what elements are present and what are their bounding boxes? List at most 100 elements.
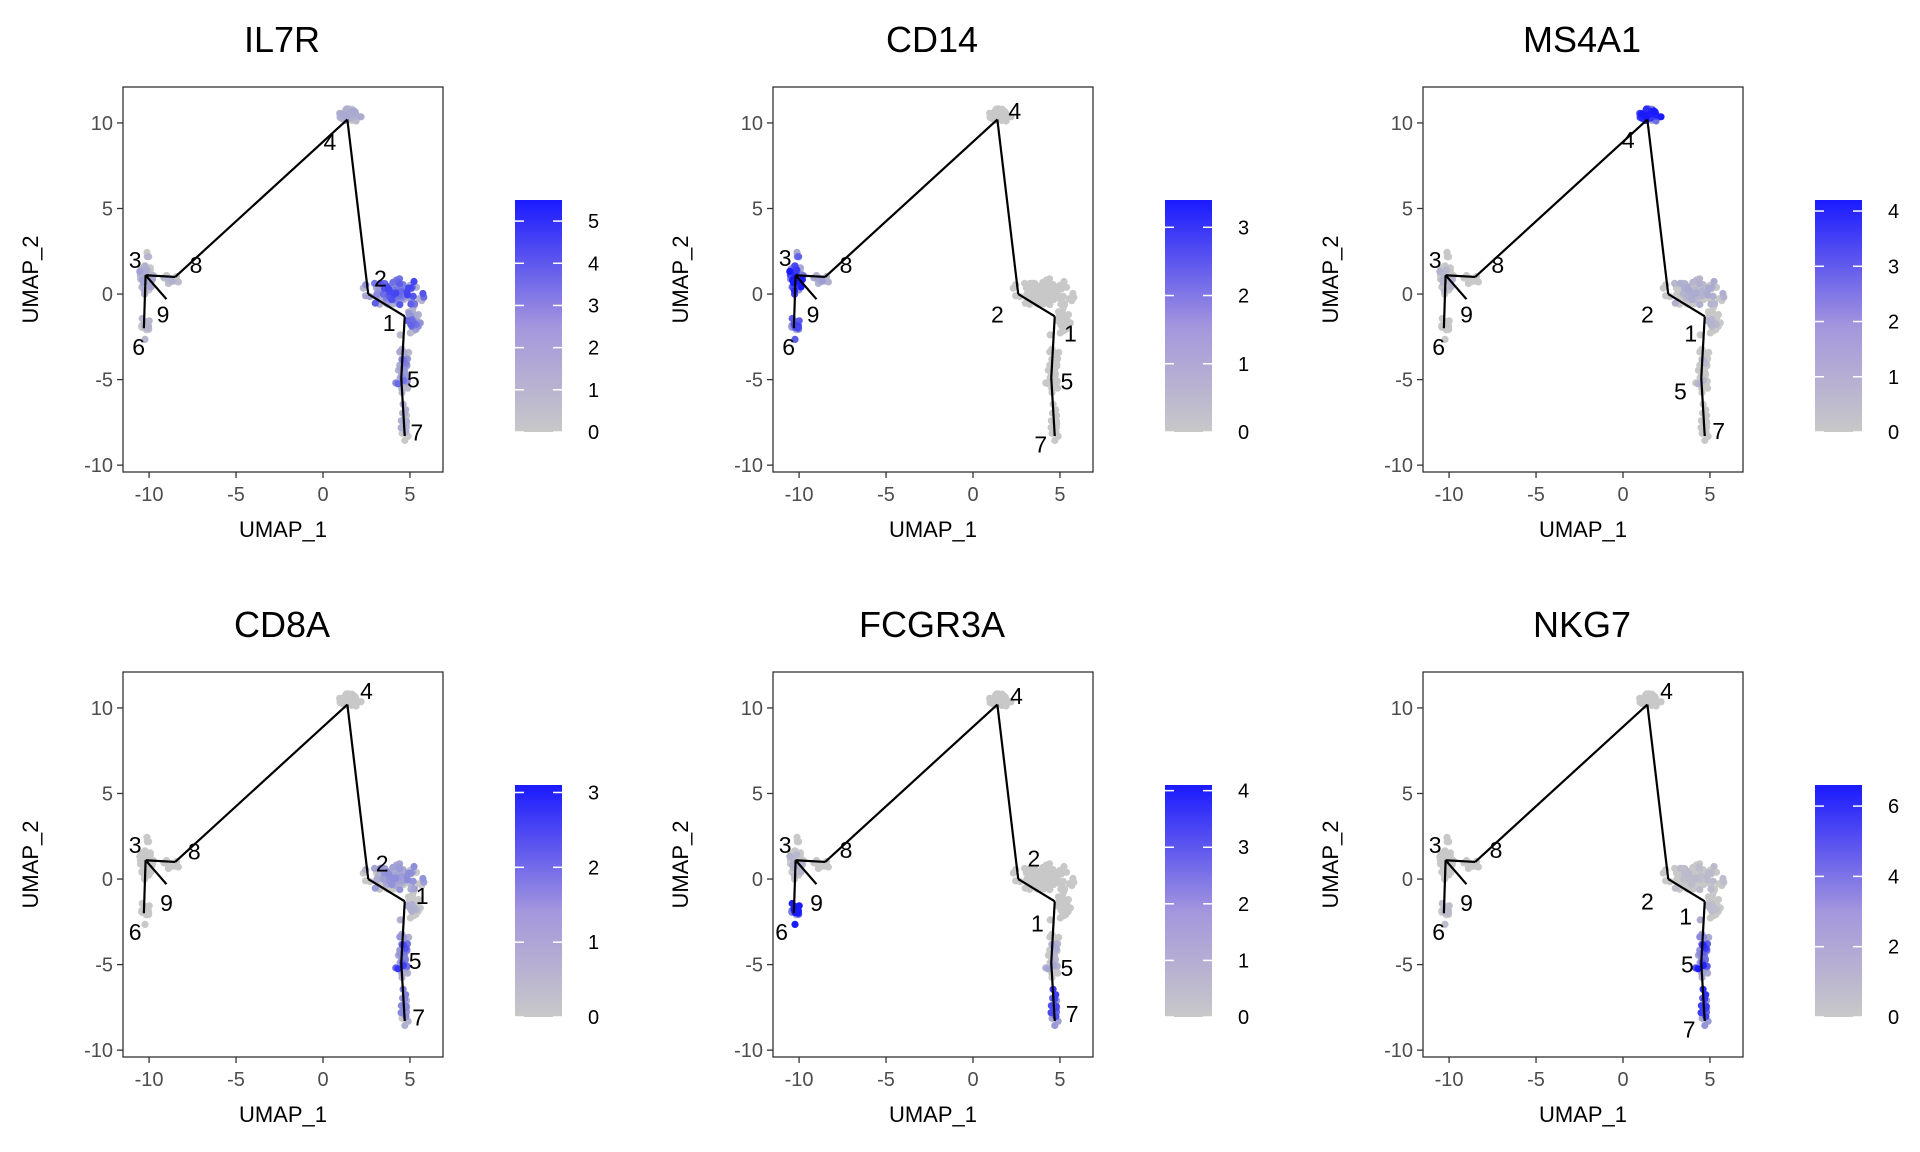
cell-point (407, 300, 415, 308)
trajectory-edge (792, 860, 797, 914)
cell-point (1709, 292, 1717, 300)
trajectory-node-label: 9 (160, 890, 173, 916)
cell-point (1039, 278, 1047, 287)
cell-point (1030, 875, 1038, 883)
cell-point (145, 253, 153, 261)
cell-point (419, 874, 427, 883)
cell-point (1034, 285, 1042, 293)
cell-point (376, 279, 384, 287)
y-tick-label: -10 (1384, 455, 1413, 477)
cell-point (1046, 916, 1054, 924)
legend-tick-label: 0 (588, 422, 599, 444)
cell-point (397, 1009, 405, 1017)
x-tick-label: -10 (785, 484, 814, 506)
cell-point (1671, 299, 1679, 307)
trajectory-node-label: 6 (132, 334, 145, 360)
x-tick-label: 0 (317, 484, 328, 506)
legend-tick-label: 1 (1238, 950, 1249, 972)
plot-frame (1422, 86, 1744, 473)
trajectory-node-label: 3 (129, 247, 142, 273)
x-axis-title: UMAP_1 (889, 517, 977, 542)
cell-point (1701, 436, 1709, 445)
y-tick-label: 5 (102, 198, 113, 220)
x-axis-title: UMAP_1 (1539, 1102, 1627, 1127)
y-tick-label: 0 (102, 869, 113, 891)
trajectory-node-label: 9 (807, 302, 820, 328)
cell-point (1692, 289, 1700, 297)
trajectory-node-label: 1 (1684, 320, 1697, 346)
cell-point (1051, 1021, 1059, 1030)
cell-point (824, 278, 833, 286)
trajectory-edge (346, 704, 370, 880)
trajectory-node-label: 3 (1429, 247, 1442, 273)
trajectory-edge (145, 859, 176, 864)
legend-tick-label: 2 (588, 338, 599, 360)
legend-tick-label: 3 (1238, 217, 1249, 239)
trajectory-node-label: 8 (190, 252, 203, 278)
y-tick-label: 0 (752, 284, 763, 306)
panel-title: NKG7 (1533, 604, 1631, 645)
trajectory: 1 2 3 4 5 6 7 89 (1429, 118, 1725, 444)
cell-point (409, 877, 417, 885)
cell-point (397, 424, 405, 432)
cell-point (394, 965, 402, 973)
x-tick-label: 5 (404, 484, 415, 506)
trajectory-node-label: 1 (1031, 911, 1044, 937)
cell-point (1642, 113, 1650, 121)
cell-point (376, 864, 384, 873)
x-tick-label: 0 (1617, 484, 1628, 506)
x-tick-label: 5 (1054, 484, 1065, 506)
cell-point (373, 290, 381, 298)
trajectory-node-label: 2 (374, 266, 387, 292)
cell-point (1445, 253, 1453, 261)
cell-point (1441, 920, 1449, 929)
cell-point (1676, 864, 1684, 873)
legend-tick-label: 2 (588, 857, 599, 879)
trajectory-node-label: 3 (1429, 832, 1442, 858)
y-tick-label: -5 (1395, 370, 1413, 392)
x-tick-label: 5 (404, 1069, 415, 1091)
cell-point (1054, 291, 1062, 299)
cell-point (350, 692, 358, 700)
trajectory-edge (795, 274, 826, 279)
cell-point (1000, 692, 1008, 700)
cell-point (388, 881, 396, 889)
trajectory-edge (142, 275, 147, 329)
plot-frame (122, 671, 444, 1058)
cell-point (371, 884, 379, 892)
trajectory-edge (1442, 860, 1447, 914)
trajectory-node-label: 6 (782, 334, 795, 360)
trajectory-edge (1700, 962, 1706, 1022)
x-tick-label: 5 (1704, 484, 1715, 506)
cell-point (1057, 885, 1065, 893)
trajectory-node-label: 3 (779, 245, 792, 271)
y-axis-title: UMAP_2 (1318, 235, 1343, 323)
x-tick-label: -10 (1435, 484, 1464, 506)
plot-frame (772, 671, 1094, 1058)
trajectory-edge (794, 859, 818, 885)
cell-point (392, 289, 400, 297)
cell-point (384, 285, 392, 293)
cell-point (410, 862, 418, 871)
trajectory-edge (367, 293, 406, 318)
x-tick-label: 5 (1704, 1069, 1715, 1091)
cell-point (1694, 965, 1702, 973)
cell-point (1697, 424, 1705, 432)
cell-point (786, 852, 794, 861)
cell-point (1021, 864, 1029, 873)
cell-point (1034, 870, 1042, 878)
x-axis-title: UMAP_1 (239, 517, 327, 542)
cell-point (1047, 424, 1055, 432)
y-tick-label: 5 (752, 198, 763, 220)
cell-point (1673, 290, 1681, 298)
trajectory-edge (795, 859, 826, 864)
cell-point (1719, 289, 1727, 298)
cell-point (342, 698, 350, 706)
legend-tick-label: 4 (1888, 201, 1899, 223)
cell-point (1701, 1021, 1709, 1030)
y-tick-label: -10 (734, 1040, 763, 1062)
cell-point (1021, 299, 1029, 307)
x-tick-label: 0 (967, 484, 978, 506)
